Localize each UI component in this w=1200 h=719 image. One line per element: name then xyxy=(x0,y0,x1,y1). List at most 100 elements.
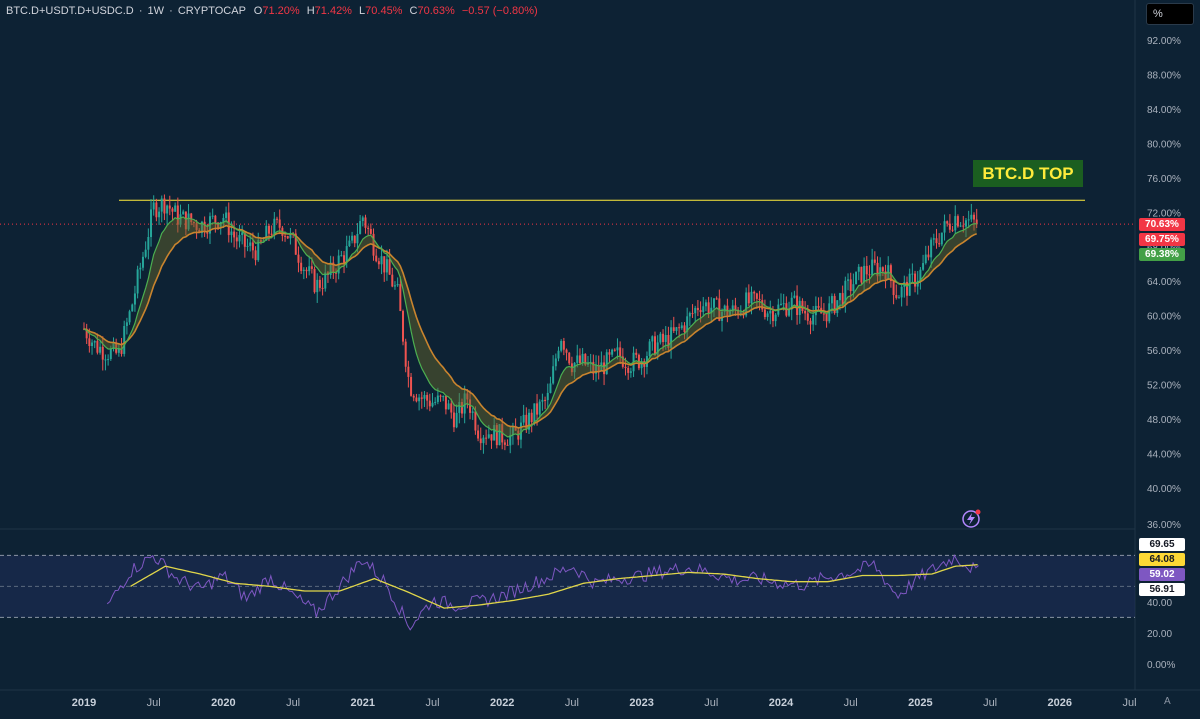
candle-body xyxy=(836,300,839,314)
candle-body xyxy=(817,305,820,308)
candle-body xyxy=(844,280,847,305)
candle-body xyxy=(680,325,683,329)
candle-body xyxy=(273,218,276,235)
rsi-axis-tick-label: 40.00 xyxy=(1147,598,1172,609)
candle-body xyxy=(734,305,737,310)
percent-scale-button[interactable]: % xyxy=(1146,3,1194,25)
candle-body xyxy=(254,250,257,261)
candle-body xyxy=(385,259,388,273)
candle-body xyxy=(498,424,501,446)
candle-body xyxy=(525,414,528,430)
fast-ma-line xyxy=(83,216,977,438)
candle-body xyxy=(88,338,91,347)
candle-body xyxy=(466,393,469,400)
candle-body xyxy=(452,412,455,428)
candle-body xyxy=(948,223,951,230)
candle-body xyxy=(611,349,614,355)
candle-body xyxy=(723,305,726,312)
candle-body xyxy=(704,302,707,307)
candle-body xyxy=(107,359,110,361)
candle-body xyxy=(605,352,608,375)
candle-body xyxy=(305,269,308,272)
candle-body xyxy=(139,267,142,270)
candle-body xyxy=(873,259,876,263)
candle-body xyxy=(460,402,463,414)
candle-body xyxy=(782,303,785,305)
time-axis-tick-label: 2019 xyxy=(72,697,96,709)
candle-body xyxy=(192,222,195,224)
candle-body xyxy=(940,232,943,245)
candle-body xyxy=(450,403,453,413)
candle-body xyxy=(951,229,954,231)
candle-body xyxy=(246,245,249,247)
candle-body xyxy=(796,295,799,315)
candle-body xyxy=(463,393,466,414)
candle-body xyxy=(511,426,514,435)
time-axis-tick-label: 2022 xyxy=(490,697,514,709)
btc-d-top-annotation[interactable]: BTC.D TOP xyxy=(973,160,1083,187)
candle-body xyxy=(560,341,563,351)
candle-body xyxy=(841,293,844,305)
candle-body xyxy=(469,399,472,413)
candle-body xyxy=(895,295,898,298)
candle-body xyxy=(388,259,391,275)
candle-body xyxy=(584,353,587,365)
low-value: 70.45% xyxy=(365,5,403,17)
time-axis-tick-label: Jul xyxy=(704,697,718,709)
lightning-icon[interactable] xyxy=(962,509,981,528)
time-axis-tick-label: Jul xyxy=(1122,697,1136,709)
candle-body xyxy=(694,307,697,314)
candle-body xyxy=(174,205,177,212)
candle-body xyxy=(428,400,431,407)
candle-body xyxy=(621,356,624,367)
candle-body xyxy=(211,215,214,217)
candle-body xyxy=(600,362,603,372)
interval-label[interactable]: 1W xyxy=(147,5,165,17)
candle-body xyxy=(833,296,836,314)
auto-scale-button[interactable]: A xyxy=(1164,696,1171,707)
price-axis-tick-label: 56.00% xyxy=(1147,346,1181,357)
price-axis-tick-label: 64.00% xyxy=(1147,277,1181,288)
candle-body xyxy=(262,240,265,243)
candle-body xyxy=(356,233,359,244)
candle-body xyxy=(206,232,209,234)
candle-body xyxy=(911,273,914,275)
candle-body xyxy=(801,300,804,311)
candle-body xyxy=(200,221,203,234)
candle-body xyxy=(313,268,316,293)
candle-body xyxy=(552,366,555,384)
lightning-icon-bolt xyxy=(967,513,975,525)
candle-body xyxy=(195,223,198,230)
candle-body xyxy=(667,334,670,348)
candle-body xyxy=(318,279,321,288)
symbol-legend[interactable]: BTC.D+USDT.D+USDC.D · 1W · CRYPTOCAP O71… xyxy=(6,5,538,17)
last-price-badge: 70.63% xyxy=(1139,218,1185,231)
candle-body xyxy=(568,352,571,364)
candle-body xyxy=(251,242,254,251)
candle-body xyxy=(597,365,600,372)
candle-body xyxy=(117,348,120,353)
candle-body xyxy=(932,238,935,240)
candle-body xyxy=(788,309,791,316)
candle-body xyxy=(804,310,807,314)
candle-body xyxy=(900,286,903,298)
candle-body xyxy=(608,352,611,355)
symbol-name[interactable]: BTC.D+USDT.D+USDC.D xyxy=(6,5,134,17)
candle-body xyxy=(538,401,541,415)
price-axis-tick-label: 48.00% xyxy=(1147,415,1181,426)
candle-body xyxy=(136,269,139,294)
candle-body xyxy=(581,353,584,364)
candle-body xyxy=(729,311,732,317)
slow-ma-line xyxy=(83,224,977,429)
open-value: 71.20% xyxy=(262,5,300,17)
candle-body xyxy=(905,281,908,296)
candle-body xyxy=(294,233,297,255)
candle-body xyxy=(166,205,169,214)
candle-body xyxy=(495,425,498,446)
candle-body xyxy=(769,310,772,314)
candle-body xyxy=(930,239,933,258)
ma-ribbon xyxy=(84,216,977,437)
candle-body xyxy=(329,262,332,276)
candle-body xyxy=(225,212,228,218)
